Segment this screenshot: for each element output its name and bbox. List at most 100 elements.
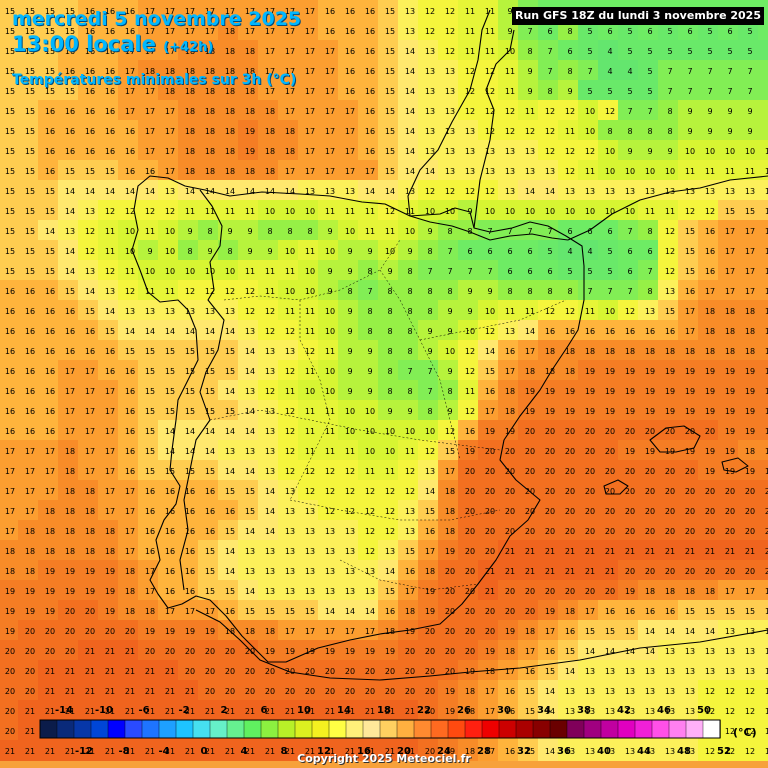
grid-value: 17 [265,87,275,96]
grid-value: 18 [225,147,235,156]
grid-cell [378,160,399,181]
grid-value: 17 [245,27,255,36]
grid-value: 15 [385,107,395,116]
scale-label-top: 2 [221,705,228,716]
grid-cell [618,100,639,121]
grid-cell [378,140,399,161]
grid-value: 15 [45,27,55,36]
grid-value: 15 [25,107,35,116]
grid-value: 9 [627,147,632,156]
grid-value: 17 [365,167,375,176]
grid-value: 18 [245,107,255,116]
grid-value: 17 [325,87,335,96]
grid-value: 17 [125,87,135,96]
grid-value: 7 [747,87,752,96]
grid-value: 12 [485,127,495,136]
scale-swatch [583,719,602,739]
grid-cell [38,160,59,181]
grid-cell [18,100,39,121]
grid-cell [18,0,39,21]
grid-value: 13 [445,167,455,176]
grid-value: 15 [5,47,15,56]
grid-cell [238,100,259,121]
grid-cell [278,20,299,41]
grid-value: 17 [165,167,175,176]
grid-value: 10 [585,127,595,136]
grid-value: 12 [425,27,435,36]
grid-value: 12 [565,147,575,156]
grid-value: 16 [325,7,335,16]
grid-cell [718,120,739,141]
grid-value: 15 [5,27,15,36]
grid-cell [438,0,459,21]
grid-value: 17 [165,127,175,136]
grid-value: 17 [325,127,335,136]
grid-value: 13 [425,107,435,116]
grid-cell [458,0,479,21]
grid-value: 14 [405,167,415,176]
grid-cell [578,20,599,41]
grid-cell [278,160,299,181]
scale-swatch [260,719,279,739]
grid-value: 16 [125,27,135,36]
grid-cell [498,20,519,41]
grid-cell [38,120,59,141]
grid-value: 13 [525,147,535,156]
grid-value: 16 [85,127,95,136]
grid-value: 13 [465,127,475,136]
grid-value: 17 [345,107,355,116]
grid-cell [358,80,379,101]
grid-value: 4 [607,47,612,56]
grid-value: 16 [365,87,375,96]
grid-value: 17 [325,147,335,156]
grid-cell [298,140,319,161]
grid-value: 12 [485,107,495,116]
grid-cell [378,80,399,101]
grid-cell [138,20,159,41]
grid-cell [478,120,499,141]
grid-value: 5 [587,47,592,56]
grid-value: 18 [185,107,195,116]
grid-value: 15 [45,87,55,96]
grid-cell [578,60,599,81]
grid-value: 17 [305,27,315,36]
grid-value: 17 [325,47,335,56]
grid-cell [278,0,299,21]
grid-value: 16 [85,147,95,156]
grid-cell [118,120,139,141]
grid-cell [618,40,639,61]
grid-cell [0,80,19,101]
grid-value: 17 [305,47,315,56]
grid-value: 15 [25,47,35,56]
grid-value: 7 [707,67,712,76]
grid-value: 4 [627,67,632,76]
grid-value: 16 [325,27,335,36]
grid-value: 16 [125,7,135,16]
grid-value: 15 [65,27,75,36]
grid-cell [578,140,599,161]
grid-cell [538,120,559,141]
grid-cell [358,160,379,181]
grid-value: 13 [425,127,435,136]
grid-cell [538,20,559,41]
grid-cell [558,40,579,61]
grid-value: 17 [145,127,155,136]
grid-value: 6 [687,27,692,36]
grid-value: 13 [445,87,455,96]
grid-cell [458,140,479,161]
grid-cell [698,20,719,41]
scale-label-top: 10 [297,705,311,716]
grid-cell [178,40,199,61]
grid-value: 17 [265,27,275,36]
grid-value: 18 [245,167,255,176]
grid-cell [638,100,659,121]
grid-cell [318,40,339,61]
grid-cell [438,100,459,121]
grid-cell [538,40,559,61]
scale-label-top: 46 [657,705,671,716]
grid-value: 12 [545,107,555,116]
grid-cell [138,40,159,61]
grid-cell [18,120,39,141]
grid-value: 15 [5,67,15,76]
